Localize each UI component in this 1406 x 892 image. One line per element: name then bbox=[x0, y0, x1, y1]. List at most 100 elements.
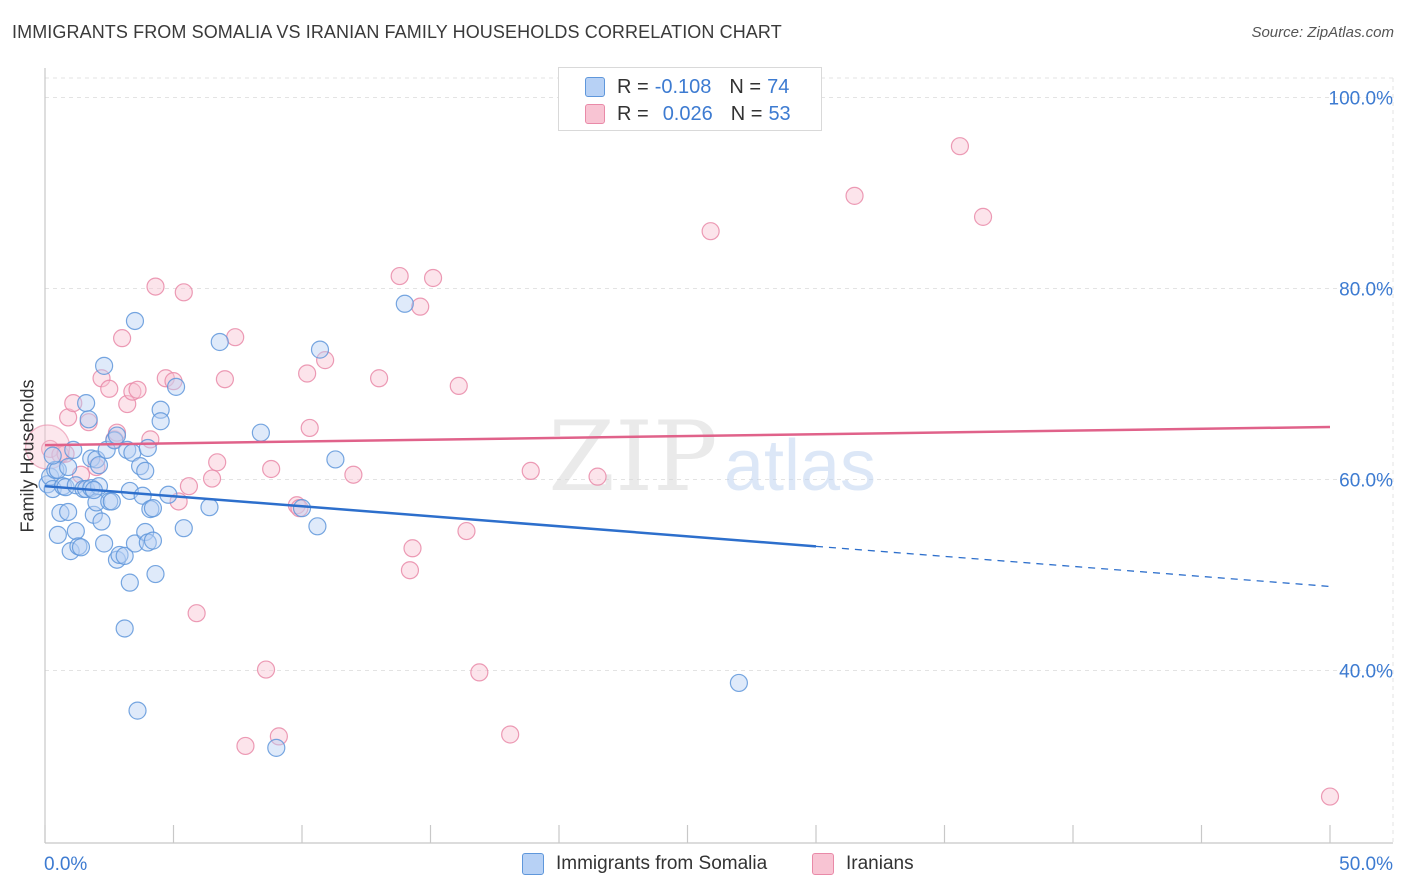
somalia-point bbox=[395, 294, 414, 313]
legend-n-label: N = bbox=[729, 75, 762, 98]
legend-swatch-blue bbox=[585, 77, 605, 97]
somalia-point bbox=[48, 460, 67, 480]
legend-n-value: 74 bbox=[767, 75, 790, 98]
legend-r-value: -0.108 bbox=[654, 75, 712, 98]
tick-labels: 40.0% 60.0% 80.0% 100.0% 0.0% 50.0% bbox=[44, 89, 1393, 876]
iranians-point bbox=[128, 380, 147, 399]
somalia-point bbox=[326, 450, 345, 469]
somalia-point bbox=[59, 502, 78, 522]
somalia-point bbox=[138, 438, 157, 458]
somalia-point bbox=[143, 499, 163, 518]
bottom-legend-somalia: Immigrants from Somalia bbox=[522, 851, 767, 877]
bottom-legend-label-somalia: Immigrants from Somalia bbox=[556, 853, 768, 874]
bottom-legend-swatch-blue bbox=[522, 853, 544, 875]
somalia-point bbox=[107, 426, 127, 445]
iranians-point bbox=[449, 376, 468, 396]
iranians-point bbox=[256, 660, 276, 679]
gridlines bbox=[45, 77, 1394, 843]
iranians-point bbox=[344, 465, 363, 484]
y-tick-label: 40.0% bbox=[1339, 662, 1393, 683]
legend-n-value: 53 bbox=[768, 102, 791, 125]
iranians-point bbox=[300, 418, 319, 438]
iranians-point bbox=[501, 725, 520, 744]
somalia-point bbox=[66, 521, 85, 541]
iranians-point bbox=[403, 539, 422, 558]
iranians-point bbox=[100, 379, 119, 398]
somalia-point bbox=[146, 564, 165, 584]
trend-line-somalia bbox=[44, 484, 817, 548]
somalia-point bbox=[89, 456, 109, 475]
x-tick-label: 50.0% bbox=[1339, 854, 1393, 875]
iranians-point bbox=[59, 408, 78, 427]
chart-title: IMMIGRANTS FROM SOMALIA VS IRANIAN FAMIL… bbox=[12, 22, 782, 42]
somalia-point bbox=[92, 512, 111, 531]
somalia-point bbox=[200, 498, 219, 517]
y-tick-label: 100.0% bbox=[1329, 89, 1394, 110]
iranians-point bbox=[973, 207, 993, 226]
somalia-point bbox=[115, 546, 134, 566]
somalia-point bbox=[251, 423, 270, 442]
somalia-point bbox=[110, 545, 129, 565]
stats-legend: R = -0.108 N = 74 R = 0.026 N = 53 bbox=[558, 67, 822, 131]
y-tick-label: 80.0% bbox=[1339, 280, 1393, 301]
iranians-point bbox=[316, 351, 335, 370]
somalia-point bbox=[174, 519, 193, 538]
iranians-point bbox=[588, 467, 607, 486]
iranians-point bbox=[1320, 787, 1340, 806]
somalia-point bbox=[166, 377, 186, 396]
somalia-point bbox=[133, 486, 152, 505]
somalia-point bbox=[48, 525, 67, 544]
iranians-point bbox=[269, 727, 288, 746]
iranians-point bbox=[208, 453, 227, 472]
iranians-point bbox=[87, 457, 106, 477]
somalia-point bbox=[128, 701, 147, 720]
iranians-point bbox=[370, 369, 389, 388]
iranians-point bbox=[423, 268, 443, 288]
iranians-point bbox=[202, 469, 222, 488]
legend-n-label: N = bbox=[730, 102, 763, 125]
iranians-point bbox=[262, 459, 281, 479]
iranians-point bbox=[521, 461, 540, 481]
trend-line-somalia-extension bbox=[815, 545, 1331, 588]
bottom-legend-iranians: Iranians bbox=[812, 851, 914, 877]
iranians-point bbox=[701, 222, 720, 241]
somalia-point bbox=[51, 503, 70, 523]
somalia-point bbox=[125, 534, 145, 553]
iranians-point bbox=[845, 186, 864, 205]
iranians-point bbox=[146, 277, 165, 296]
somalia-point bbox=[143, 531, 163, 550]
iranians-point bbox=[470, 663, 489, 682]
iranians-point bbox=[226, 328, 245, 347]
legend-row-iranians: R = 0.026 N = 53 bbox=[585, 101, 791, 127]
somalia-point bbox=[59, 457, 78, 477]
iranians-point bbox=[950, 137, 970, 156]
legend-r-label: R = bbox=[617, 75, 649, 98]
iranians-point bbox=[411, 297, 430, 316]
series-somalia-points bbox=[38, 294, 749, 757]
somalia-point bbox=[308, 517, 327, 536]
iranians-point bbox=[400, 561, 420, 580]
somalia-point bbox=[729, 673, 749, 693]
iranians-point bbox=[215, 370, 234, 389]
somalia-point bbox=[71, 538, 91, 557]
iranians-point bbox=[457, 521, 476, 541]
iranians-point bbox=[390, 266, 409, 286]
legend-r-value: 0.026 bbox=[662, 102, 713, 125]
trend-line-iranians bbox=[44, 425, 1331, 447]
somalia-point bbox=[120, 573, 139, 592]
somalia-point bbox=[292, 499, 312, 518]
watermark-atlas: atlas bbox=[724, 426, 876, 506]
somalia-point bbox=[97, 440, 116, 459]
somalia-point bbox=[118, 440, 137, 459]
legend-r-label: R = bbox=[617, 102, 649, 125]
somalia-point bbox=[95, 356, 114, 375]
iranians-point bbox=[112, 329, 132, 348]
somalia-point bbox=[77, 394, 96, 413]
x-tick-label: 0.0% bbox=[44, 854, 87, 875]
bottom-legend-label-iranians: Iranians bbox=[846, 853, 914, 874]
somalia-point bbox=[79, 410, 98, 429]
somalia-point bbox=[310, 340, 330, 359]
iranians-point bbox=[236, 736, 255, 756]
somalia-point bbox=[267, 738, 286, 757]
